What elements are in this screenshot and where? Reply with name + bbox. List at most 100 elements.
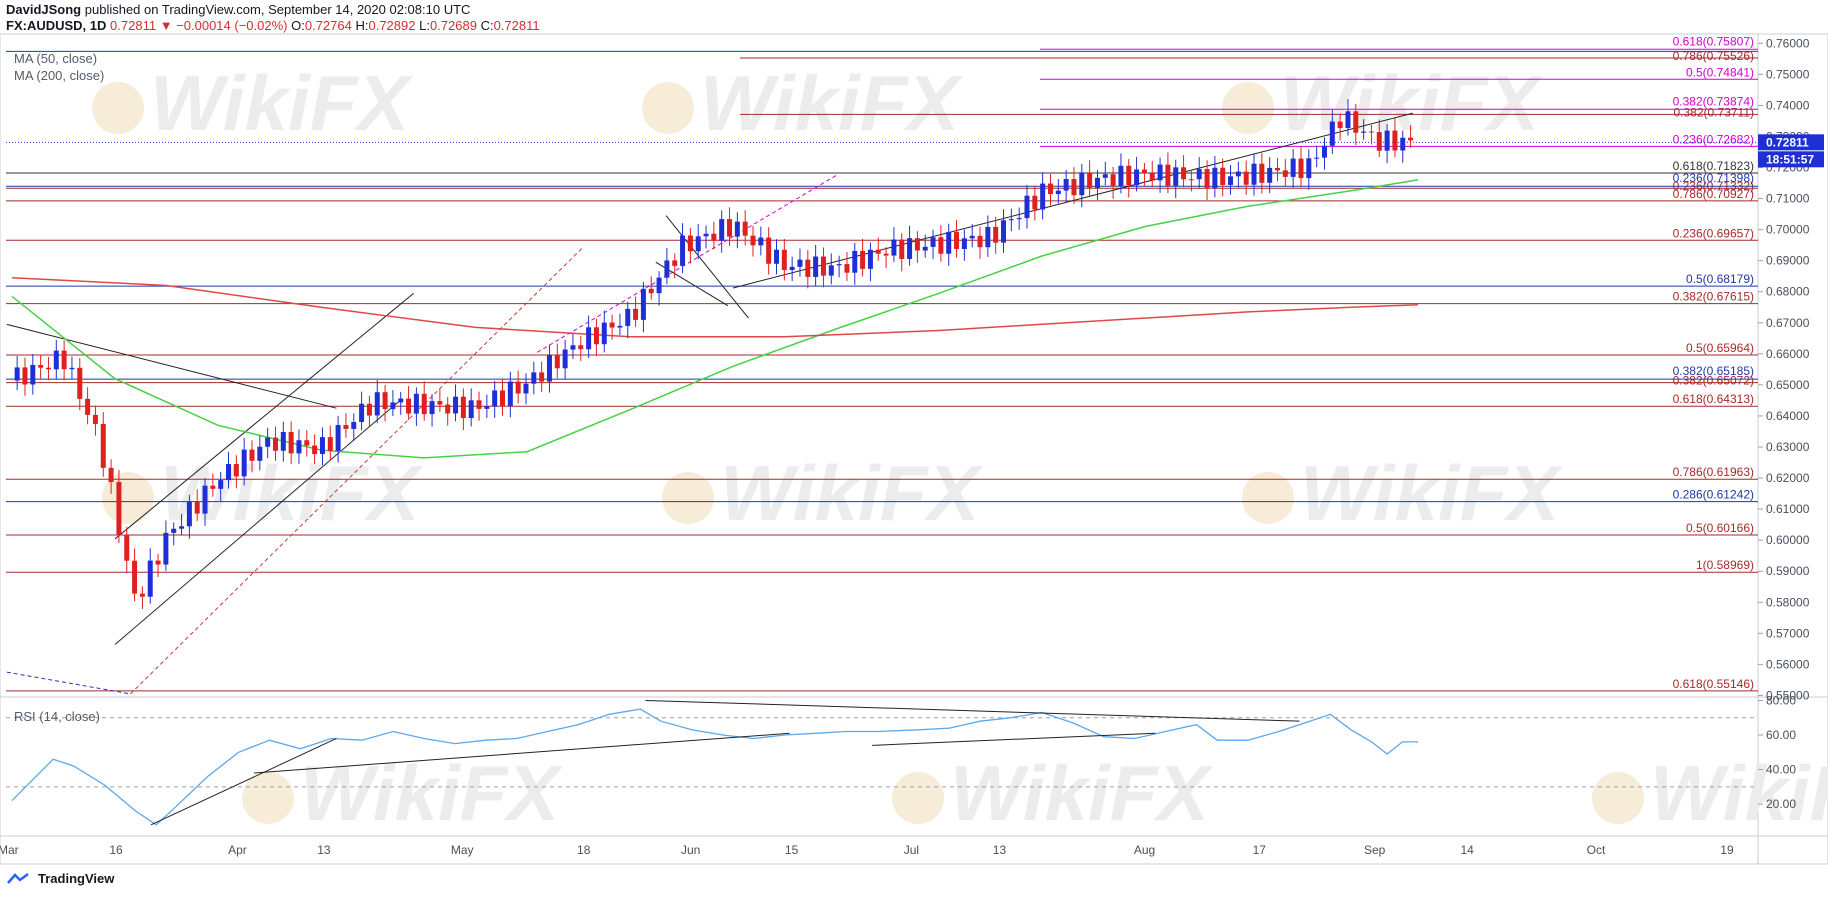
candle-body: [586, 327, 592, 350]
publisher-name[interactable]: DavidJSong: [6, 2, 82, 17]
low-label: L:: [419, 18, 430, 33]
candle-body: [1102, 174, 1108, 178]
candle-body: [398, 398, 404, 403]
candle-body: [633, 308, 639, 320]
price-tick-label: 0.70000: [1766, 223, 1810, 237]
candle-body: [1353, 111, 1359, 133]
candle-body: [296, 440, 302, 454]
candle-body: [773, 249, 779, 264]
tradingview-branding[interactable]: TradingView: [6, 871, 114, 886]
candle-body: [1267, 167, 1273, 183]
candle-body: [406, 398, 412, 414]
price-tick-label: 0.66000: [1766, 347, 1810, 361]
candle-body: [100, 423, 106, 468]
candle-body: [1040, 183, 1046, 210]
last-price-box: [1758, 134, 1824, 151]
candle-body: [421, 393, 427, 415]
candle-body: [171, 528, 177, 533]
candle-body: [179, 526, 185, 529]
wikifx-logo-icon: [1242, 472, 1294, 524]
wikifx-watermark: WikiFX: [720, 449, 983, 537]
candle-body: [1408, 137, 1414, 141]
candle-body: [1384, 130, 1390, 151]
time-tick-label: May: [451, 843, 474, 857]
price-tick-label: 0.63000: [1766, 440, 1810, 454]
candle-body: [218, 480, 224, 489]
candle-body: [1141, 169, 1147, 174]
time-tick-label: Sep: [1364, 843, 1386, 857]
price-tick-label: 0.57000: [1766, 626, 1810, 640]
time-tick-label: Oct: [1587, 843, 1606, 857]
close-value: 0.72811: [493, 18, 540, 33]
candle-body: [413, 393, 419, 414]
candle-body: [860, 250, 866, 269]
ma200-label[interactable]: MA (200, close): [14, 68, 105, 83]
dashed-red-trendline: [130, 246, 585, 695]
wikifx-logo-icon: [92, 82, 144, 134]
flag-lower-line: [665, 215, 749, 319]
time-tick-label: 18: [577, 843, 591, 857]
wikifx-logo-icon: [242, 772, 294, 824]
candle-body: [797, 259, 803, 267]
candle-body: [719, 219, 725, 241]
candle-body: [272, 437, 278, 451]
candle-body: [695, 236, 701, 252]
time-tick-label: 13: [317, 843, 331, 857]
candle-body: [1126, 165, 1132, 186]
candle-body: [914, 238, 920, 251]
candle-body: [85, 398, 91, 415]
candle-body: [1298, 158, 1304, 179]
candle-body: [672, 260, 678, 266]
candle-body: [390, 402, 396, 410]
candle-body: [507, 381, 513, 406]
candle-body: [61, 350, 67, 370]
candle-body: [1157, 164, 1163, 181]
wikifx-watermark: WikiFX: [300, 749, 563, 837]
candle-body: [1275, 167, 1281, 171]
tradingview-logo-icon: [7, 872, 29, 884]
candle-body: [727, 219, 733, 237]
rsi-tick-label: 60.00: [1766, 728, 1796, 742]
price-tick-label: 0.65000: [1766, 378, 1810, 392]
symbol-label[interactable]: FX:AUDUSD, 1D: [6, 18, 107, 33]
candle-body: [359, 403, 365, 422]
wikifx-watermark: WikiFX: [150, 59, 413, 147]
chart-frame: [0, 33, 1828, 865]
fib-level-label: 0.236(0.69657): [1673, 226, 1754, 240]
ma50-line: [11, 179, 1419, 459]
wikifx-logo-icon: [892, 772, 944, 824]
candle-body: [734, 221, 740, 237]
candle-body: [468, 400, 474, 419]
candle-body: [891, 239, 897, 256]
down-arrow-icon: ▼: [159, 18, 173, 33]
fib-level-label: 0.618(0.64313): [1673, 392, 1754, 406]
wikifx-watermark: WikiFX: [1280, 59, 1543, 147]
candle-body: [1149, 173, 1155, 181]
candle-body: [1337, 121, 1343, 129]
candle-body: [531, 372, 537, 384]
candle-body: [954, 231, 960, 249]
candle-body: [1400, 137, 1406, 151]
ohlc-line: FX:AUDUSD, 1D 0.72811 ▼ −0.00014 (−0.02%…: [6, 18, 540, 33]
rsi-trendline: [150, 738, 337, 826]
candle-body: [186, 501, 192, 527]
rsi-label[interactable]: RSI (14, close): [14, 709, 100, 724]
fib-level-label: 0.5(0.68179): [1686, 272, 1754, 286]
candle-body: [327, 437, 333, 451]
rsi-tick-label: 40.00: [1766, 763, 1796, 777]
candle-body: [1173, 167, 1179, 186]
candle-body: [578, 345, 584, 350]
candle-body: [429, 401, 435, 415]
candle-body: [22, 367, 28, 385]
candle-body: [781, 249, 787, 271]
time-tick-label: Jun: [681, 843, 700, 857]
candle-body: [476, 400, 482, 409]
candle-body: [1314, 157, 1320, 159]
candle-body: [1181, 167, 1187, 180]
wikifx-watermark: WikiFX: [950, 749, 1213, 837]
ma50-label[interactable]: MA (50, close): [14, 51, 98, 66]
publisher-line: DavidJSong published on TradingView.com,…: [6, 2, 470, 17]
candle-body: [1368, 131, 1374, 133]
candle-body: [343, 425, 349, 429]
candle-body: [14, 367, 20, 381]
